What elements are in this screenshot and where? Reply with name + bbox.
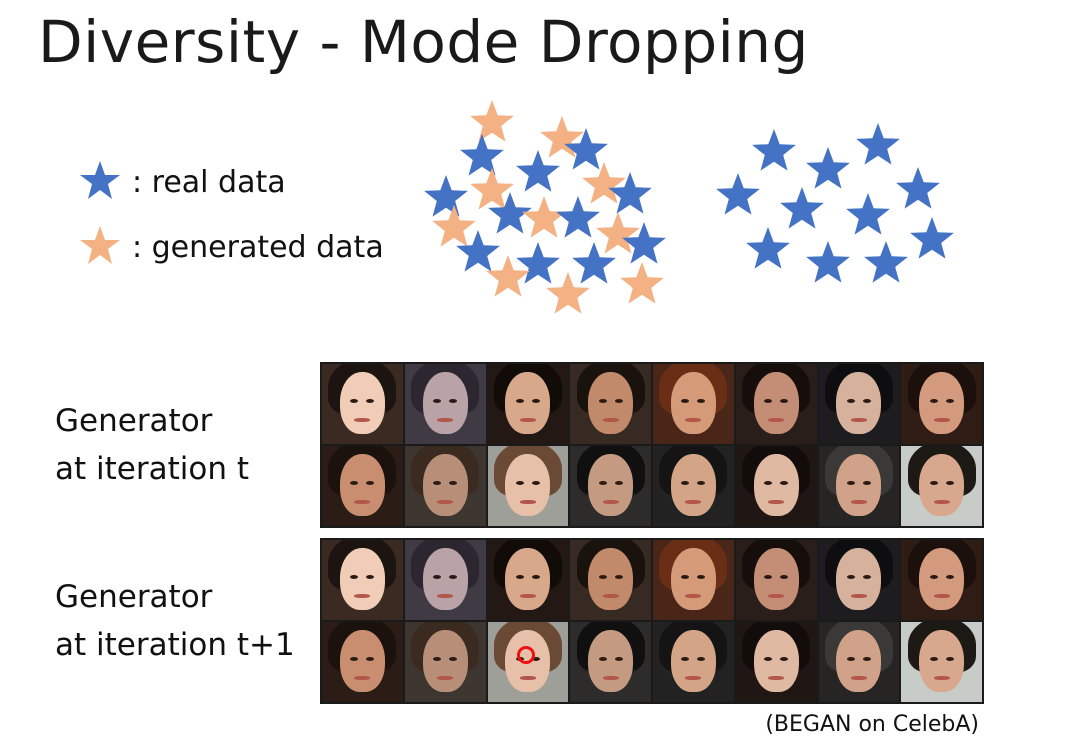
legend-real: : real data <box>78 160 286 204</box>
face-sample-image <box>322 540 403 620</box>
real-star-icon <box>424 175 468 217</box>
generated-star-icon <box>620 262 664 304</box>
real-star-icon <box>516 242 560 284</box>
face-sample-image <box>901 364 982 444</box>
face-sample-image <box>735 364 817 444</box>
blue-star-icon <box>80 161 120 199</box>
generated-star-icon <box>522 196 566 238</box>
generated-star-icon <box>582 162 626 204</box>
real-star-icon <box>780 187 824 229</box>
real-star-icon <box>856 123 900 165</box>
real-star-icon <box>910 217 954 259</box>
generator-t-label: Generator at iteration t <box>55 397 249 493</box>
generator-t1-line2: at iteration t+1 <box>55 627 295 663</box>
generated-star-icon <box>546 272 590 314</box>
face-sample-image <box>404 446 486 526</box>
face-sample-image <box>487 364 569 444</box>
real-star-icon <box>864 241 908 283</box>
face-sample-image <box>570 364 651 444</box>
face-grid-iteration-t <box>320 362 984 528</box>
face-sample-image <box>818 364 900 444</box>
caption: (BEGAN on CelebA) <box>765 712 979 737</box>
artifact-marker-icon <box>517 646 536 664</box>
face-sample-image <box>404 622 486 702</box>
face-sample-image <box>322 622 403 702</box>
real-star-icon <box>564 128 608 170</box>
face-sample-image <box>735 446 817 526</box>
slide-title: Diversity - Mode Dropping <box>38 8 809 76</box>
real-star-icon <box>572 242 616 284</box>
face-sample-image <box>653 364 734 444</box>
real-star-icon <box>516 150 560 192</box>
face-sample-image <box>570 622 651 702</box>
generator-t-line2: at iteration t <box>55 451 249 487</box>
real-star-icon <box>456 230 500 272</box>
mixed-data-cluster <box>424 100 666 314</box>
real-star-icon <box>608 172 652 214</box>
real-star-icon <box>488 192 532 234</box>
orange-star-icon <box>80 226 120 264</box>
face-sample-image <box>901 622 982 702</box>
face-sample-image <box>570 540 651 620</box>
generated-star-icon <box>470 100 514 142</box>
face-sample-image <box>404 364 486 444</box>
legend-real-label: : real data <box>132 164 286 200</box>
face-sample-image <box>653 622 734 702</box>
real-star-icon <box>846 193 890 235</box>
face-sample-image <box>735 540 817 620</box>
generated-star-icon <box>540 116 584 158</box>
generator-t1-line1: Generator <box>55 579 213 615</box>
real-star-icon <box>806 241 850 283</box>
face-sample-image <box>818 446 900 526</box>
real-star-icon <box>716 173 760 215</box>
face-sample-image <box>322 364 403 444</box>
face-grid-iteration-t1 <box>320 538 984 704</box>
real-star-icon <box>752 129 796 171</box>
real-star-icon <box>556 196 600 238</box>
face-sample-image <box>487 622 569 702</box>
generated-star-icon <box>432 205 476 247</box>
face-sample-image <box>570 446 651 526</box>
face-sample-image <box>404 540 486 620</box>
real-star-icon <box>746 227 790 269</box>
generated-star-icon <box>470 168 514 210</box>
face-sample-image <box>818 540 900 620</box>
generated-star-icon <box>596 212 640 254</box>
face-sample-image <box>653 446 734 526</box>
face-sample-image <box>818 622 900 702</box>
real-data-cluster <box>716 123 954 283</box>
generator-t1-label: Generator at iteration t+1 <box>55 573 295 669</box>
generator-t-line1: Generator <box>55 403 213 439</box>
face-sample-image <box>735 622 817 702</box>
real-star-icon <box>622 222 666 264</box>
face-sample-image <box>322 446 403 526</box>
generated-star-icon <box>486 255 530 297</box>
face-sample-image <box>901 540 982 620</box>
face-sample-image <box>487 446 569 526</box>
face-sample-image <box>653 540 734 620</box>
legend-generated: : generated data <box>78 225 384 269</box>
face-sample-image <box>487 540 569 620</box>
real-star-icon <box>806 147 850 189</box>
real-star-icon <box>896 167 940 209</box>
face-sample-image <box>901 446 982 526</box>
legend-generated-label: : generated data <box>132 229 384 265</box>
real-star-icon <box>460 134 504 176</box>
